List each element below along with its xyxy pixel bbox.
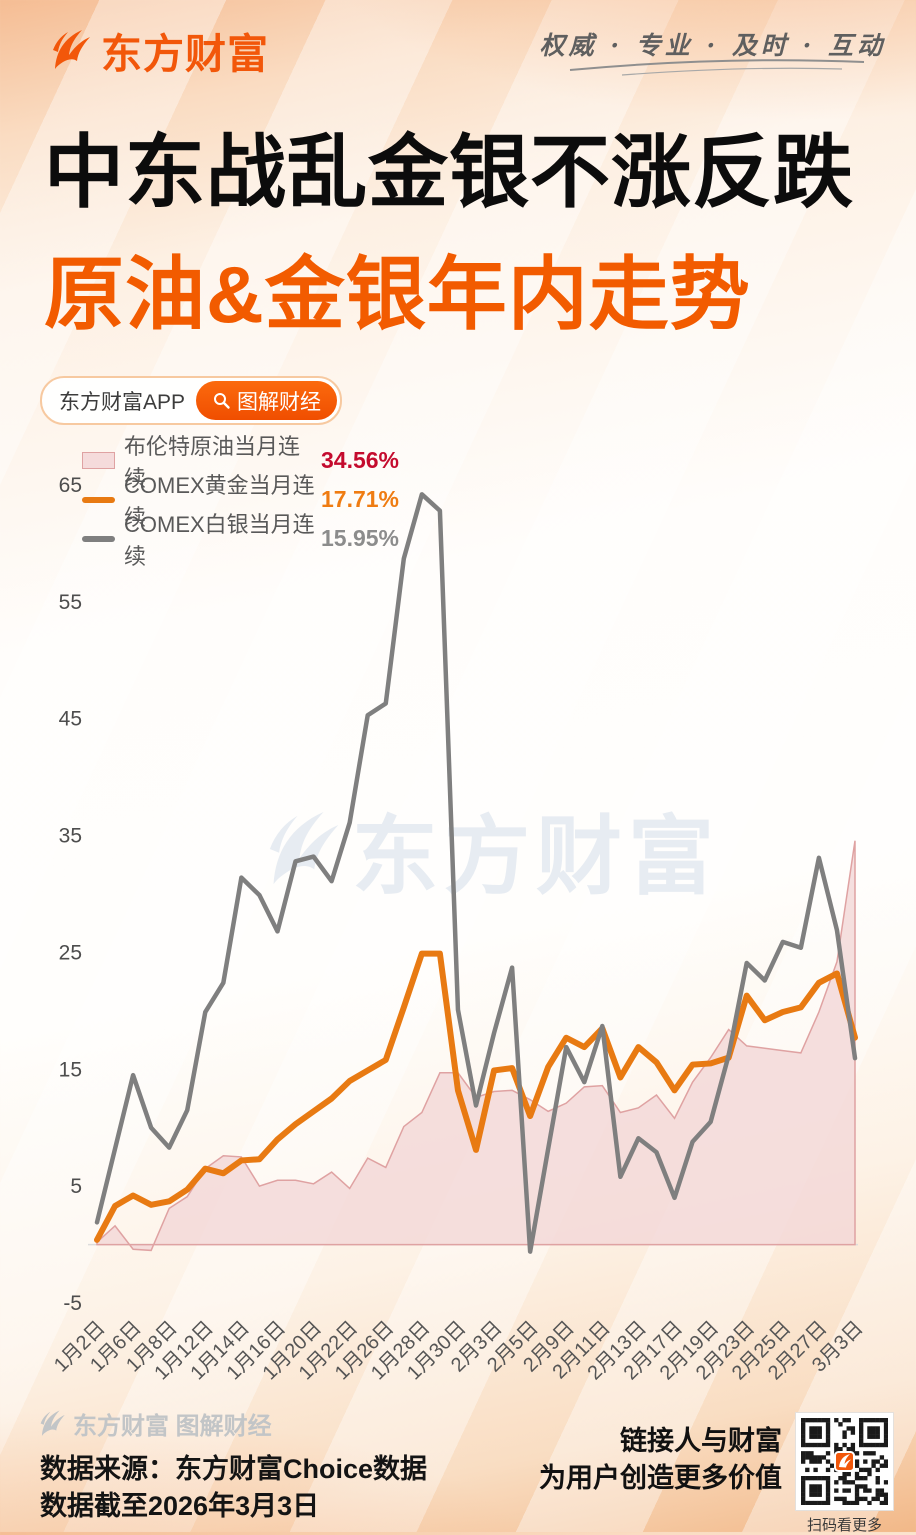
qr-caption: 扫码看更多 xyxy=(806,1517,882,1534)
channel-button-label: 图解财经 xyxy=(237,390,322,414)
chart-legend: 布伦特原油当月连续 34.56% COMEX黄金当月连续 17.71% COME… xyxy=(82,434,400,569)
legend-value: 15.95% xyxy=(321,525,400,551)
oil-area-swatch xyxy=(82,452,115,469)
legend-label: 布伦特原油当月连续 xyxy=(124,433,301,491)
page-title: 中东战乱金银不涨反跌 xyxy=(44,128,854,217)
legend-label: COMEX白银当月连续 xyxy=(124,511,315,569)
legend-value: 34.56% xyxy=(321,447,400,473)
svg-text:5: 5 xyxy=(70,1175,82,1198)
legend-item-comex-gold[interactable]: COMEX黄金当月连续 17.71% xyxy=(82,473,400,530)
svg-text:55: 55 xyxy=(59,591,82,614)
header-slogan: 权威 · 专业 · 及时 · 互动 xyxy=(539,31,886,60)
chart-watermark: 东方财富 xyxy=(268,786,720,911)
legend-item-brent-oil[interactable]: 布伦特原油当月连续 34.56% xyxy=(82,434,400,491)
footer-watermark-text: 东方财富 图解财经 xyxy=(73,1413,272,1440)
legend-label: COMEX黄金当月连续 xyxy=(124,472,315,530)
eastmoney-logo-icon xyxy=(52,28,92,72)
silver-line-swatch xyxy=(82,535,115,542)
watermark-text: 东方财富 xyxy=(352,809,720,905)
svg-text:35: 35 xyxy=(59,825,82,848)
search-icon xyxy=(214,393,230,409)
channel-button[interactable]: 图解财经 xyxy=(196,381,338,420)
legend-value: 17.71% xyxy=(321,486,400,512)
data-source-line: 数据来源：东方财富Choice数据 xyxy=(40,1454,428,1484)
svg-text:25: 25 xyxy=(59,941,82,964)
svg-text:65: 65 xyxy=(59,474,82,497)
brand-name: 东方财富 xyxy=(101,31,269,77)
app-badge: 东方财富APP 图解财经 xyxy=(40,376,343,425)
qr-code xyxy=(795,1412,894,1511)
svg-text:45: 45 xyxy=(59,708,82,731)
footer-slogan-line1: 链接人与财富 xyxy=(620,1426,782,1456)
app-badge-label: 东方财富APP xyxy=(59,390,186,414)
svg-text:15: 15 xyxy=(59,1058,82,1081)
footer-slogan-line2: 为用户创造更多价值 xyxy=(539,1463,782,1493)
legend-item-comex-silver[interactable]: COMEX白银当月连续 15.95% xyxy=(82,512,400,569)
footer-logo-icon xyxy=(40,1409,66,1438)
data-cutoff-line: 数据截至2026年3月3日 xyxy=(40,1491,320,1521)
line-chart: 6555453525155-51月2日1月6日1月8日1月12日1月14日1月1… xyxy=(50,474,868,1384)
page-subtitle: 原油&金银年内走势 xyxy=(44,250,751,339)
slogan-swoosh-lines xyxy=(569,59,865,76)
gold-line-swatch xyxy=(82,496,115,503)
svg-text:-5: -5 xyxy=(63,1292,82,1315)
footer-watermark: 东方财富 图解财经 xyxy=(40,1406,272,1441)
header-logo: 东方财富 xyxy=(52,20,269,80)
